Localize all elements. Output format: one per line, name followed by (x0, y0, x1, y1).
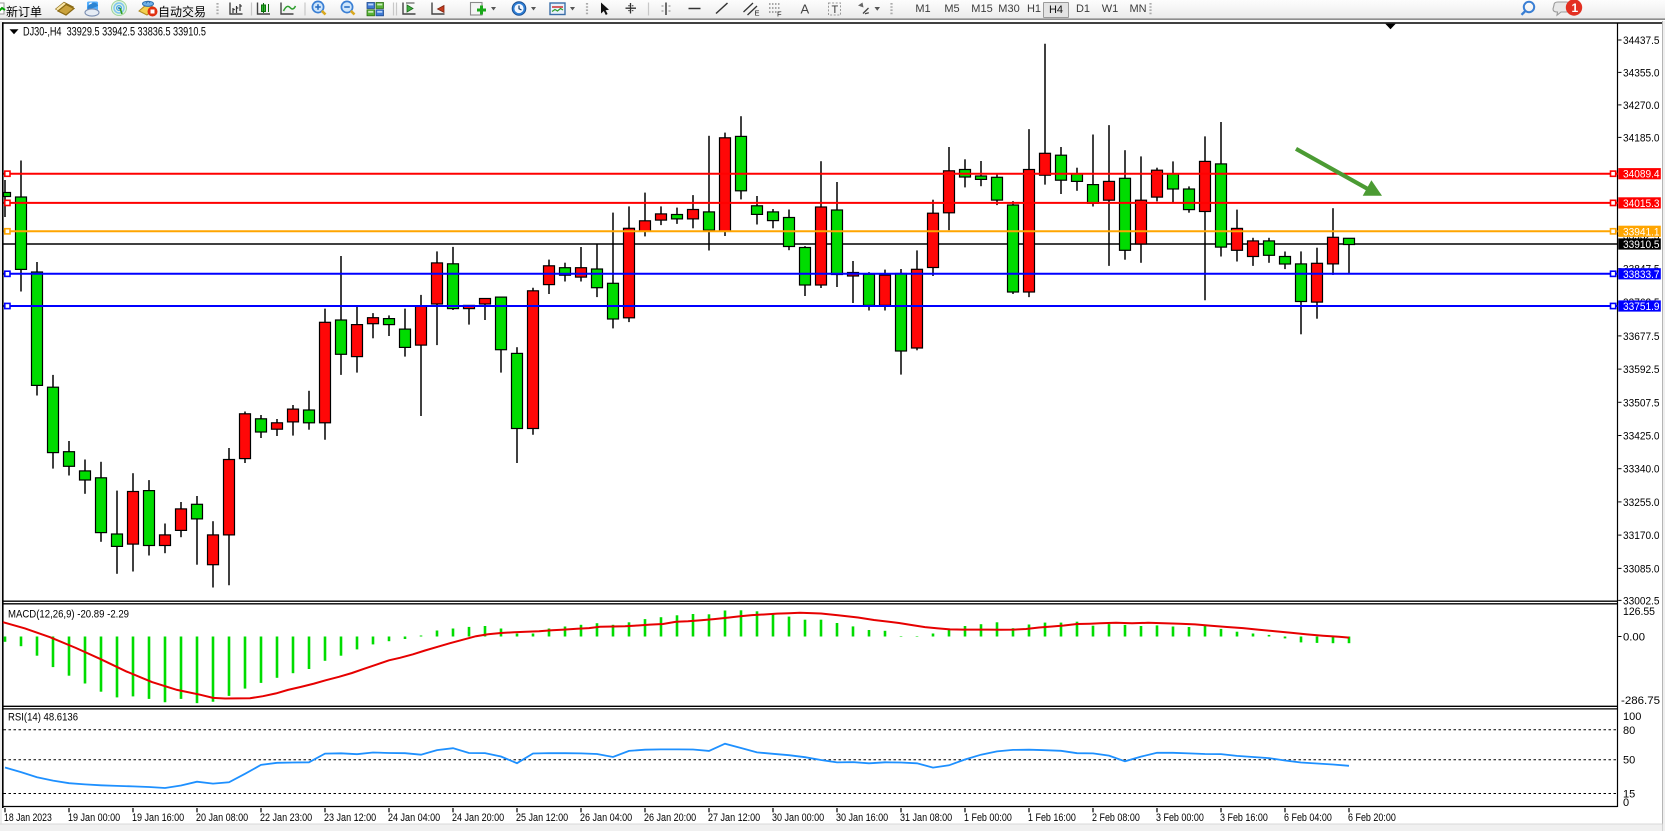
svg-text:3 Feb 16:00: 3 Feb 16:00 (1220, 812, 1268, 824)
svg-text:25 Jan 12:00: 25 Jan 12:00 (516, 812, 568, 824)
svg-text:18 Jan 2023: 18 Jan 2023 (4, 812, 52, 824)
svg-text:T: T (832, 4, 839, 16)
svg-text:33340.0: 33340.0 (1623, 464, 1660, 476)
svg-text:MACD(12,26,9) -20.89 -2.29: MACD(12,26,9) -20.89 -2.29 (8, 609, 129, 621)
svg-text:6 Feb 20:00: 6 Feb 20:00 (1348, 812, 1396, 824)
svg-text:33592.5: 33592.5 (1623, 364, 1660, 376)
svg-text:30 Jan 16:00: 30 Jan 16:00 (836, 812, 888, 824)
svg-text:33002.5: 33002.5 (1623, 595, 1660, 607)
svg-text:6 Feb 04:00: 6 Feb 04:00 (1284, 812, 1332, 824)
svg-text:34015.3: 34015.3 (1623, 198, 1660, 210)
svg-text:100: 100 (1623, 711, 1641, 723)
svg-text:33425.0: 33425.0 (1623, 431, 1660, 443)
svg-text:34185.0: 34185.0 (1623, 132, 1660, 144)
svg-text:33910.5: 33910.5 (1623, 239, 1660, 251)
svg-text:23 Jan 12:00: 23 Jan 12:00 (324, 812, 376, 824)
svg-text:0: 0 (1623, 797, 1629, 809)
svg-text:33255.0: 33255.0 (1623, 497, 1660, 509)
svg-text:A: A (801, 2, 810, 17)
svg-text:33507.5: 33507.5 (1623, 397, 1660, 409)
svg-text:34089.4: 34089.4 (1623, 169, 1660, 181)
svg-text:-286.75: -286.75 (1621, 695, 1660, 707)
svg-text:33941.1: 33941.1 (1623, 226, 1660, 238)
svg-text:33170.0: 33170.0 (1623, 530, 1660, 542)
svg-text:RSI(14) 48.6136: RSI(14) 48.6136 (8, 712, 78, 724)
svg-text:33833.7: 33833.7 (1623, 269, 1660, 281)
svg-text:F: F (777, 10, 782, 19)
svg-text:26 Jan 20:00: 26 Jan 20:00 (644, 812, 696, 824)
svg-text:27 Jan 12:00: 27 Jan 12:00 (708, 812, 760, 824)
svg-text:34437.5: 34437.5 (1623, 35, 1660, 47)
svg-text:33677.5: 33677.5 (1623, 331, 1660, 343)
svg-text:19 Jan 00:00: 19 Jan 00:00 (68, 812, 120, 824)
svg-text:1 Feb 00:00: 1 Feb 00:00 (964, 812, 1012, 824)
svg-text:19 Jan 16:00: 19 Jan 16:00 (132, 812, 184, 824)
svg-text:2 Feb 08:00: 2 Feb 08:00 (1092, 812, 1140, 824)
svg-text:DJ30-,H4 33929.5 33942.5 3383: DJ30-,H4 33929.5 33942.5 33836.5 33910.5 (23, 27, 206, 39)
svg-text:E: E (755, 9, 760, 18)
svg-text:26 Jan 04:00: 26 Jan 04:00 (580, 812, 632, 824)
svg-text:0.00: 0.00 (1623, 632, 1645, 644)
svg-text:1 Feb 16:00: 1 Feb 16:00 (1028, 812, 1076, 824)
svg-text:31 Jan 08:00: 31 Jan 08:00 (900, 812, 952, 824)
svg-text:24 Jan 04:00: 24 Jan 04:00 (388, 812, 440, 824)
svg-text:33085.0: 33085.0 (1623, 563, 1660, 575)
svg-text:50: 50 (1623, 755, 1635, 767)
svg-text:80: 80 (1623, 725, 1635, 737)
svg-text:15: 15 (1623, 789, 1635, 801)
svg-text:1: 1 (1572, 1, 1579, 15)
svg-text:34270.0: 34270.0 (1623, 100, 1660, 112)
svg-text:22 Jan 23:00: 22 Jan 23:00 (260, 812, 312, 824)
svg-text:3 Feb 00:00: 3 Feb 00:00 (1156, 812, 1204, 824)
svg-text:24 Jan 20:00: 24 Jan 20:00 (452, 812, 504, 824)
svg-text:126.55: 126.55 (1623, 606, 1655, 618)
svg-text:20 Jan 08:00: 20 Jan 08:00 (196, 812, 248, 824)
svg-text:34355.0: 34355.0 (1623, 67, 1660, 79)
svg-text:30 Jan 00:00: 30 Jan 00:00 (772, 812, 824, 824)
svg-text:33751.9: 33751.9 (1623, 301, 1660, 313)
